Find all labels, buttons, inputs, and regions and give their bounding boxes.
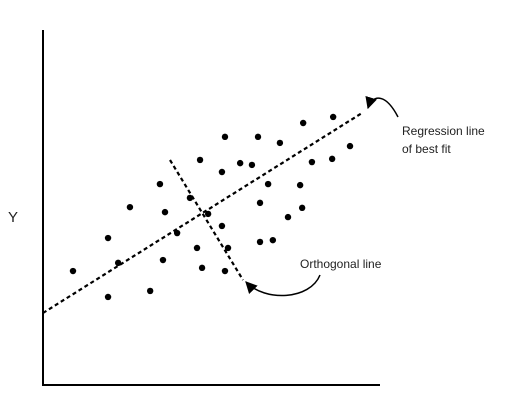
point bbox=[256, 199, 264, 207]
point bbox=[269, 236, 277, 244]
point bbox=[159, 256, 167, 264]
arrow bbox=[245, 274, 321, 297]
point bbox=[221, 267, 229, 275]
point bbox=[276, 139, 284, 147]
point bbox=[218, 222, 226, 230]
point bbox=[146, 287, 154, 295]
point bbox=[328, 155, 336, 163]
orthogonal-line bbox=[169, 159, 244, 281]
point bbox=[186, 194, 194, 202]
point bbox=[114, 259, 122, 267]
point bbox=[69, 267, 77, 275]
point bbox=[161, 208, 169, 216]
annotation: of best fit bbox=[402, 142, 451, 156]
point bbox=[224, 244, 232, 252]
point bbox=[104, 234, 112, 242]
point bbox=[284, 213, 292, 221]
point bbox=[193, 244, 201, 252]
point bbox=[256, 238, 264, 246]
point bbox=[221, 133, 229, 141]
arrow bbox=[365, 95, 399, 118]
point bbox=[346, 142, 354, 150]
point bbox=[196, 156, 204, 164]
point bbox=[254, 133, 262, 141]
point bbox=[204, 210, 212, 218]
point bbox=[329, 113, 337, 121]
point bbox=[104, 293, 112, 301]
point bbox=[218, 168, 226, 176]
annotation: Regression line bbox=[402, 124, 485, 138]
point bbox=[299, 119, 307, 127]
point bbox=[156, 180, 164, 188]
point bbox=[308, 158, 316, 166]
point bbox=[173, 229, 181, 237]
point bbox=[298, 204, 306, 212]
y-axis-label: Y bbox=[8, 209, 18, 226]
annotation: Orthogonal line bbox=[300, 257, 382, 271]
point bbox=[296, 181, 304, 189]
point bbox=[248, 161, 256, 169]
point bbox=[264, 180, 272, 188]
point bbox=[198, 264, 206, 272]
point bbox=[126, 203, 134, 211]
point bbox=[236, 159, 244, 167]
